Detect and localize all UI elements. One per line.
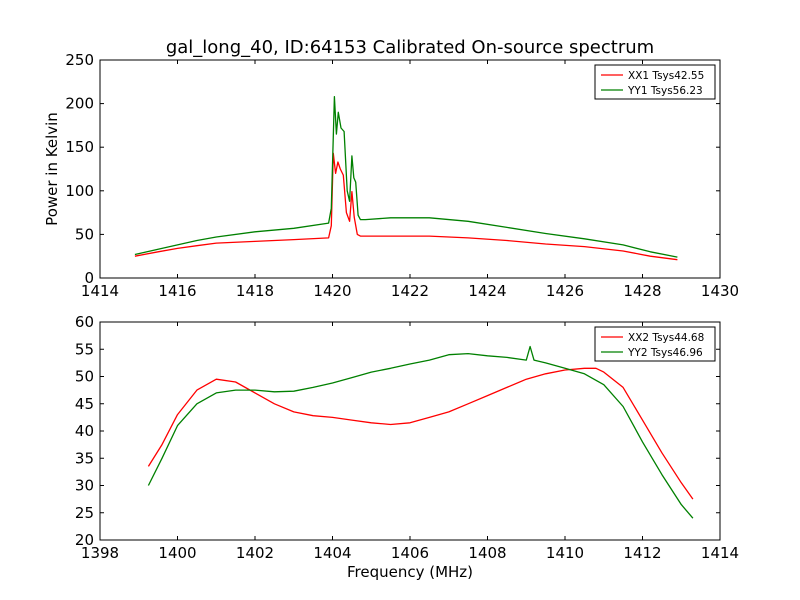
- y-tick-label: 55: [75, 340, 94, 358]
- x-tick-label: 1428: [623, 282, 661, 300]
- legend-box: [594, 64, 716, 100]
- y-tick-label: 35: [75, 449, 94, 467]
- x-tick-label: 1416: [158, 282, 196, 300]
- y-tick-label: 100: [65, 182, 94, 200]
- legend-entry-label: YY2 Tsys46.96: [627, 347, 703, 359]
- x-tick-label: 1408: [468, 544, 506, 562]
- y-axis-label: Power in Kelvin: [43, 112, 61, 226]
- x-tick-label: 1402: [236, 544, 274, 562]
- x-tick-label: 1412: [623, 544, 661, 562]
- x-tick-label: 1430: [701, 282, 739, 300]
- x-tick-label: 1398: [81, 544, 119, 562]
- bottom-panel-spectrum-xx2-yy2: 1398 1400 1402 1404 1406 1408 1410 1412 1414 20 25…: [75, 313, 739, 581]
- y-tick-label: 25: [75, 504, 94, 522]
- series-line-xx1: [134, 152, 678, 261]
- x-tick-label: 1414: [701, 544, 739, 562]
- x-axis-label: Frequency (MHz): [347, 563, 473, 581]
- x-tick-label: 1426: [546, 282, 584, 300]
- y-tick-label: 30: [75, 477, 94, 495]
- top-panel-spectrum-xx1-yy1: 1414 1416 1418 1420 1422 1424 1426 1428 1430 0 50 1…: [43, 51, 739, 300]
- x-tick-label: 1406: [391, 544, 429, 562]
- y-tick-label: 200: [65, 95, 94, 113]
- y-tick-label: 40: [75, 422, 94, 440]
- series-line-xx2: [147, 367, 694, 500]
- y-tick-label: 250: [65, 51, 94, 69]
- y-tick-label: 150: [65, 138, 94, 156]
- legend-entry-label: XX1 Tsys42.55: [628, 70, 704, 82]
- x-tick-label: 1404: [313, 544, 351, 562]
- series-line-yy2: [147, 345, 694, 519]
- x-tick-label: 1400: [158, 544, 196, 562]
- x-tick-label: 1422: [391, 282, 429, 300]
- legend-box: [594, 326, 716, 362]
- y-tick-label: 45: [75, 395, 94, 413]
- x-tick-label: 1410: [546, 544, 584, 562]
- y-tick-label: 20: [75, 531, 94, 549]
- y-tick-label: 0: [84, 269, 94, 287]
- y-tick-label: 50: [75, 225, 94, 243]
- x-tick-label: 1418: [236, 282, 274, 300]
- legend-entry-label: YY1 Tsys56.23: [627, 85, 703, 97]
- y-tick-label: 50: [75, 368, 94, 386]
- x-tick-label: 1420: [313, 282, 351, 300]
- x-tick-label: 1424: [468, 282, 506, 300]
- legend-entry-label: XX2 Tsys44.68: [628, 332, 704, 344]
- x-tick-label: 1414: [81, 282, 119, 300]
- chart-title: gal_long_40, ID:64153 Calibrated On-sour…: [166, 37, 654, 58]
- y-tick-label: 60: [75, 313, 94, 331]
- series-line-yy1: [134, 95, 678, 258]
